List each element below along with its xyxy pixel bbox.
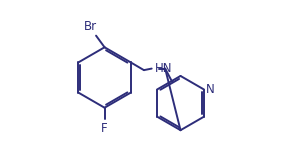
Text: HN: HN (155, 62, 172, 75)
Text: Br: Br (84, 20, 97, 33)
Text: N: N (206, 83, 215, 96)
Text: F: F (101, 122, 108, 135)
